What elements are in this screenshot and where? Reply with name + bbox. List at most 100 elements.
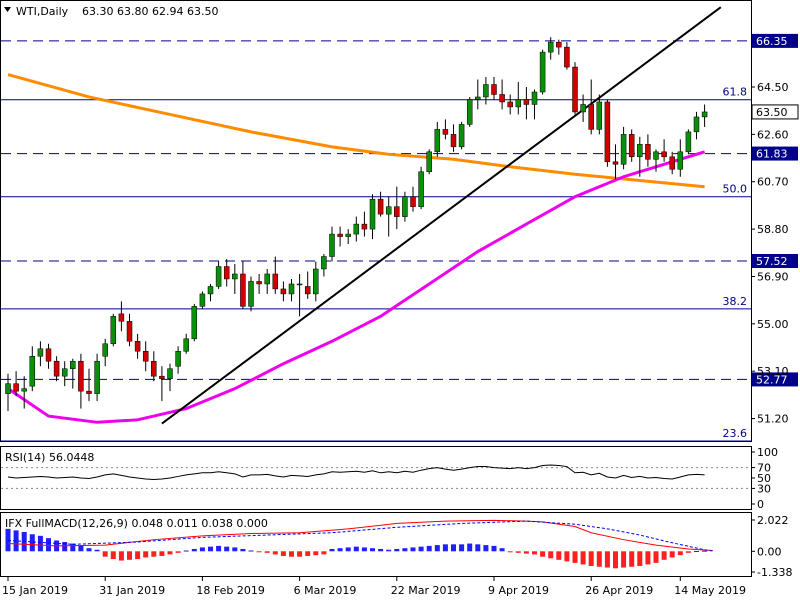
macd-histogram-bar bbox=[118, 551, 124, 561]
candle-body bbox=[361, 223, 368, 230]
macd-histogram-bar bbox=[361, 547, 367, 552]
price-tick-label: 56.90 bbox=[757, 270, 789, 283]
last-price-label: 63.50 bbox=[756, 106, 788, 119]
macd-signal-line bbox=[7, 520, 713, 552]
candle-body bbox=[151, 360, 157, 377]
rsi-tick-label: 30 bbox=[757, 482, 771, 495]
macd-histogram-bar bbox=[564, 551, 570, 562]
candle-body bbox=[572, 66, 578, 113]
price-panel-frame bbox=[0, 0, 752, 442]
ohlc-label: 63.30 63.80 62.94 63.50 bbox=[82, 5, 218, 18]
macd-histogram-bar bbox=[386, 549, 392, 552]
candle-body bbox=[21, 388, 27, 392]
candle-body bbox=[102, 343, 108, 357]
candle-body bbox=[256, 281, 262, 285]
candle-body bbox=[159, 375, 165, 379]
date-axis: 15 Jan 2019 31 Jan 2019 18 Feb 2019 6 Mar 2… bbox=[2, 577, 746, 597]
candle-body bbox=[94, 360, 100, 394]
candle-body bbox=[61, 368, 68, 377]
candle-body bbox=[677, 151, 684, 170]
trendline[interactable] bbox=[161, 6, 722, 425]
macd-histogram-bar bbox=[434, 545, 440, 552]
macd-histogram-bar bbox=[110, 551, 116, 560]
macd-histogram-bar bbox=[677, 551, 683, 556]
macd-histogram-bar bbox=[645, 551, 651, 565]
macd-histogram-bar bbox=[604, 551, 610, 568]
candle-body bbox=[215, 266, 222, 287]
candle-body bbox=[110, 316, 117, 345]
moving-averages bbox=[7, 73, 706, 424]
fib-level-label: 23.6 bbox=[723, 427, 748, 440]
macd-histogram-bar bbox=[78, 545, 84, 552]
macd-histogram-bar bbox=[685, 551, 691, 553]
candle-body bbox=[483, 84, 489, 98]
candle-body bbox=[248, 281, 254, 307]
candle-body bbox=[661, 151, 667, 158]
macd-histogram-bar bbox=[264, 551, 270, 553]
macd-histogram-bar bbox=[248, 550, 254, 552]
fib-level-label: 50.0 bbox=[723, 183, 748, 196]
macd-histogram-bar bbox=[191, 548, 197, 552]
macd-histogram-bar bbox=[580, 551, 586, 565]
candle-body bbox=[53, 360, 60, 377]
fib-level-label: 38.2 bbox=[723, 295, 748, 308]
fib-level-label: 61.8 bbox=[723, 86, 748, 99]
macd-histogram-bar bbox=[442, 544, 448, 552]
rsi-tick-label: 100 bbox=[757, 446, 778, 459]
macd-histogram-bar bbox=[548, 551, 554, 559]
macd-histogram-bar bbox=[588, 551, 594, 566]
candle-body bbox=[645, 144, 651, 160]
price-tick-label: 58.80 bbox=[757, 223, 789, 236]
candle-body bbox=[272, 273, 279, 290]
symbol-label: WTI,Daily bbox=[16, 5, 69, 18]
candle-body bbox=[37, 348, 44, 357]
candle-body bbox=[701, 111, 708, 118]
candle-body bbox=[426, 151, 432, 173]
macd-histogram-bar bbox=[637, 551, 643, 566]
candle-body bbox=[78, 360, 84, 392]
candle-body bbox=[70, 360, 76, 369]
macd-histogram-bar bbox=[345, 547, 351, 552]
macd-histogram-bar bbox=[216, 545, 222, 552]
macd-histogram-bar bbox=[353, 546, 359, 552]
macd-histogram-bar bbox=[475, 544, 481, 552]
candle-body bbox=[434, 129, 441, 153]
rsi-panel-frame bbox=[0, 446, 752, 510]
candle-body bbox=[45, 348, 52, 362]
macd-histogram-bar bbox=[459, 544, 465, 552]
date-tick-label: 6 Mar 2019 bbox=[294, 584, 357, 597]
macd-histogram-bar bbox=[37, 535, 43, 552]
candle-body bbox=[118, 313, 125, 322]
rsi-title: RSI(14) 56.0448 bbox=[5, 451, 94, 464]
chart-menu-arrow-icon[interactable] bbox=[4, 7, 11, 12]
macd-histogram-bar bbox=[280, 551, 286, 556]
candle-body bbox=[402, 196, 408, 217]
candle-body bbox=[612, 161, 619, 165]
candle-body bbox=[264, 273, 270, 285]
candle-body bbox=[13, 383, 19, 392]
macd-histogram-bar bbox=[29, 534, 35, 552]
candle-body bbox=[620, 134, 627, 165]
macd-histogram-bar bbox=[426, 545, 432, 552]
price-tick-label: 60.70 bbox=[757, 176, 789, 189]
macd-histogram-bar bbox=[653, 551, 659, 563]
level-price-box bbox=[752, 146, 798, 161]
level-price-label: 66.35 bbox=[756, 35, 788, 48]
macd-histogram-bar bbox=[5, 528, 11, 552]
macd-histogram-bar bbox=[329, 548, 335, 552]
rsi-tick-label: 50 bbox=[757, 472, 771, 485]
candle-body bbox=[475, 96, 481, 100]
candle-body bbox=[458, 124, 465, 148]
macd-histogram-bar bbox=[629, 551, 635, 567]
moving-average-orange bbox=[7, 73, 705, 189]
candle-body bbox=[353, 223, 360, 235]
candle-body bbox=[669, 156, 675, 170]
candle-body bbox=[418, 171, 424, 207]
candle-body bbox=[491, 84, 497, 95]
candle-body bbox=[29, 355, 36, 387]
macd-histogram-bar bbox=[467, 543, 473, 552]
level-price-label: 61.83 bbox=[756, 148, 788, 161]
candle-body bbox=[337, 233, 343, 237]
trendline-group[interactable] bbox=[161, 6, 722, 425]
